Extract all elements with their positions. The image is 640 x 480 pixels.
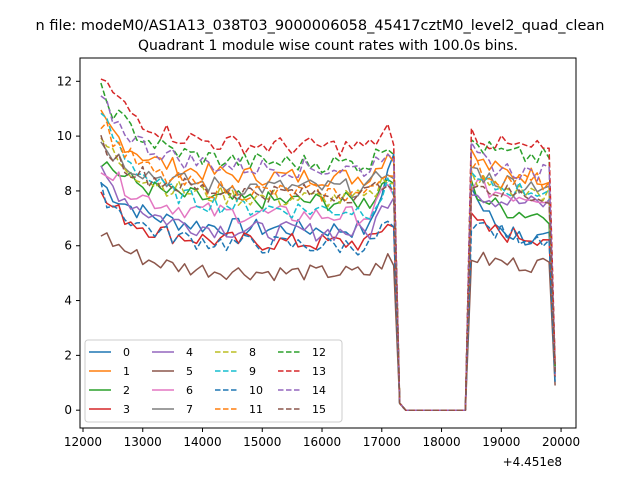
x-tick-label: 16000 bbox=[303, 435, 341, 449]
legend-label-9: 9 bbox=[249, 365, 256, 378]
legend-label-5: 5 bbox=[186, 365, 193, 378]
series-lines bbox=[100, 78, 556, 411]
y-tick-label: 4 bbox=[64, 294, 72, 308]
y-tick-label: 0 bbox=[64, 403, 72, 417]
legend-label-8: 8 bbox=[249, 346, 256, 359]
series-line-5 bbox=[100, 232, 556, 411]
y-tick-label: 12 bbox=[57, 74, 72, 88]
y-tick-label: 6 bbox=[64, 239, 72, 253]
y-tick-label: 2 bbox=[64, 348, 72, 362]
x-tick-label: 19000 bbox=[482, 435, 520, 449]
x-tick-label: 15000 bbox=[243, 435, 281, 449]
x-tick-label: 18000 bbox=[422, 435, 460, 449]
legend-label-7: 7 bbox=[186, 403, 193, 416]
series-line-15 bbox=[100, 134, 556, 411]
legend-label-3: 3 bbox=[123, 403, 130, 416]
legend-box bbox=[84, 339, 343, 423]
x-axis: 12000 13000 14000 15000 16000 17000 18000 19000… bbox=[64, 428, 580, 449]
legend-label-14: 14 bbox=[312, 384, 326, 397]
chart-title: Quadrant 1 module wise count rates with … bbox=[138, 38, 518, 54]
series-line-4 bbox=[100, 165, 556, 411]
series-line-12 bbox=[100, 82, 556, 411]
series-line-10 bbox=[100, 181, 556, 411]
legend-label-4: 4 bbox=[186, 346, 193, 359]
legend-label-12: 12 bbox=[312, 346, 326, 359]
x-tick-label: 14000 bbox=[183, 435, 221, 449]
y-tick-label: 8 bbox=[64, 184, 72, 198]
x-offset-label: +4.451e8 bbox=[503, 455, 562, 469]
legend-label-6: 6 bbox=[186, 384, 193, 397]
series-line-1 bbox=[100, 109, 556, 411]
legend-label-1: 1 bbox=[123, 365, 130, 378]
legend-label-2: 2 bbox=[123, 384, 130, 397]
figure-suptitle: n file: modeM0/AS1A13_038T03_9000006058_… bbox=[36, 18, 605, 34]
y-axis: 0 2 4 6 8 10 12 bbox=[57, 74, 80, 417]
legend-label-11: 11 bbox=[249, 403, 263, 416]
x-tick-label: 12000 bbox=[64, 435, 102, 449]
series-line-13 bbox=[100, 78, 556, 411]
x-tick-label: 17000 bbox=[363, 435, 401, 449]
x-tick-label: 13000 bbox=[124, 435, 162, 449]
series-line-9 bbox=[100, 112, 556, 411]
series-line-8 bbox=[100, 137, 556, 411]
plot-frame bbox=[79, 57, 577, 429]
legend-label-13: 13 bbox=[312, 365, 326, 378]
legend-label-15: 15 bbox=[312, 403, 326, 416]
series-line-11 bbox=[100, 121, 556, 411]
x-tick-label: 20000 bbox=[542, 435, 580, 449]
y-tick-label: 10 bbox=[57, 129, 72, 143]
series-line-14 bbox=[100, 95, 556, 411]
legend-label-10: 10 bbox=[249, 384, 263, 397]
series-line-0 bbox=[100, 153, 556, 411]
legend-label-0: 0 bbox=[123, 346, 130, 359]
